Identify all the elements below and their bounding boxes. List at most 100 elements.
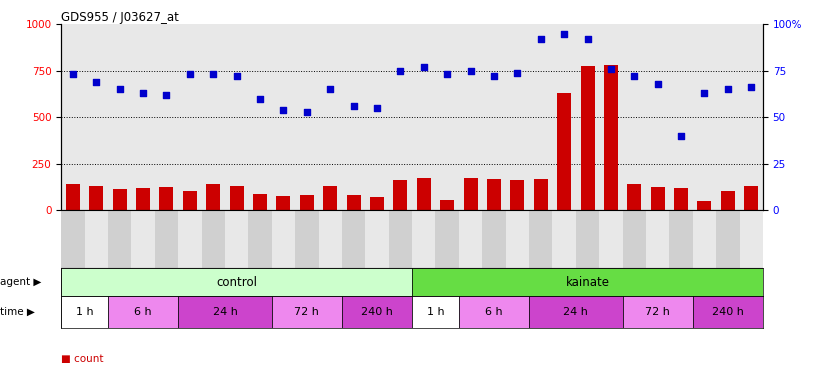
Bar <box>506 210 529 268</box>
Bar <box>183 190 197 210</box>
Bar <box>253 194 267 210</box>
Point <box>417 64 430 70</box>
Bar <box>66 184 80 210</box>
Point <box>698 90 711 96</box>
Text: 240 h: 240 h <box>712 307 744 317</box>
Text: 6 h: 6 h <box>486 307 503 317</box>
Point <box>628 74 641 80</box>
Point <box>324 86 337 92</box>
Bar <box>61 210 85 268</box>
Text: agent ▶: agent ▶ <box>0 277 42 287</box>
Bar <box>155 210 178 268</box>
Bar <box>580 66 595 210</box>
Point <box>394 68 407 74</box>
Bar <box>412 210 436 268</box>
Text: GDS955 / J03627_at: GDS955 / J03627_at <box>61 11 179 24</box>
Text: 24 h: 24 h <box>212 307 237 317</box>
Point <box>651 81 664 87</box>
Bar <box>136 188 150 210</box>
Bar <box>202 210 225 268</box>
Bar <box>487 179 501 210</box>
Text: 24 h: 24 h <box>563 307 588 317</box>
Bar <box>744 186 758 210</box>
Bar <box>272 296 342 328</box>
Text: 1 h: 1 h <box>427 307 444 317</box>
Bar <box>61 268 412 296</box>
Bar <box>650 187 665 210</box>
Bar <box>272 210 295 268</box>
Bar <box>463 178 477 210</box>
Text: ■ count: ■ count <box>61 354 104 364</box>
Bar <box>739 210 763 268</box>
Bar <box>342 210 366 268</box>
Bar <box>576 210 599 268</box>
Point <box>160 92 173 98</box>
Bar <box>108 296 178 328</box>
Bar <box>693 210 716 268</box>
Point <box>184 72 197 78</box>
Point <box>113 86 126 92</box>
Bar <box>628 184 641 210</box>
Bar <box>674 188 688 210</box>
Bar <box>459 210 482 268</box>
Bar <box>206 184 220 210</box>
Bar <box>295 210 318 268</box>
Text: 240 h: 240 h <box>361 307 393 317</box>
Point <box>230 74 243 80</box>
Bar <box>534 179 548 210</box>
Point <box>206 72 220 78</box>
Bar <box>393 180 407 210</box>
Bar <box>412 296 459 328</box>
Bar <box>178 296 272 328</box>
Bar <box>599 210 623 268</box>
Bar <box>229 186 244 210</box>
Bar <box>388 210 412 268</box>
Point <box>90 79 103 85</box>
Point <box>557 31 570 37</box>
Point <box>721 86 734 92</box>
Point <box>441 72 454 78</box>
Bar <box>623 210 646 268</box>
Bar <box>89 186 104 210</box>
Point <box>605 66 618 72</box>
Bar <box>693 296 763 328</box>
Point <box>370 105 384 111</box>
Bar <box>436 210 459 268</box>
Text: 72 h: 72 h <box>645 307 670 317</box>
Point <box>534 36 548 42</box>
Text: kainate: kainate <box>565 276 610 289</box>
Bar <box>669 210 693 268</box>
Bar <box>646 210 669 268</box>
Bar <box>347 195 361 210</box>
Bar <box>323 186 337 210</box>
Point <box>675 133 688 139</box>
Bar <box>412 268 763 296</box>
Bar <box>370 197 384 210</box>
Point <box>66 72 79 78</box>
Point <box>254 96 267 102</box>
Bar <box>277 196 290 210</box>
Bar <box>482 210 506 268</box>
Bar <box>366 210 388 268</box>
Bar <box>552 210 576 268</box>
Text: 6 h: 6 h <box>135 307 152 317</box>
Point <box>487 74 500 80</box>
Bar <box>623 296 693 328</box>
Bar <box>248 210 272 268</box>
Bar <box>225 210 248 268</box>
Point <box>300 109 313 115</box>
Text: 1 h: 1 h <box>76 307 93 317</box>
Bar <box>604 65 618 210</box>
Bar <box>557 93 571 210</box>
Text: control: control <box>216 276 257 289</box>
Point <box>464 68 477 74</box>
Bar <box>716 210 739 268</box>
Bar <box>159 187 174 210</box>
Bar <box>417 178 431 210</box>
Bar <box>318 210 342 268</box>
Bar <box>108 210 131 268</box>
Bar <box>85 210 108 268</box>
Text: 72 h: 72 h <box>295 307 319 317</box>
Point <box>347 103 360 109</box>
Bar <box>61 296 108 328</box>
